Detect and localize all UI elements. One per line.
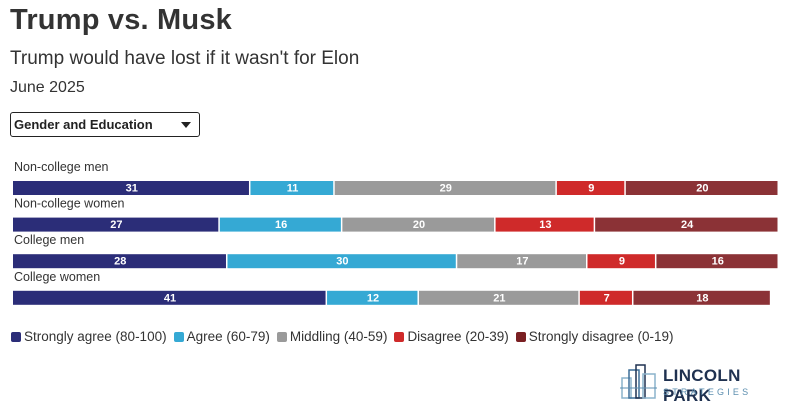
bar-segment[interactable] (595, 217, 778, 232)
bar-segment[interactable] (556, 181, 625, 195)
legend-swatch (11, 331, 21, 342)
data-label: 24 (681, 219, 694, 231)
bar-segment[interactable] (625, 181, 778, 195)
chevron-down-icon[interactable] (181, 121, 191, 128)
legend-swatch (394, 331, 405, 342)
data-label: 20 (413, 219, 425, 231)
data-label: 9 (619, 256, 625, 268)
category-label: College men (14, 233, 84, 247)
bar-row: Non-college women 27 16 20 13 24 (13, 197, 778, 232)
bar-segment[interactable] (656, 254, 778, 269)
bar-segment[interactable] (334, 181, 556, 195)
data-label: 17 (516, 256, 528, 268)
legend-label: Agree (60-79) (186, 329, 270, 344)
logo-name: LINCOLN PARK (663, 366, 741, 405)
category-label: Non-college men (14, 160, 109, 174)
category-label: College women (14, 270, 100, 284)
bar-segment[interactable] (250, 181, 334, 195)
company-logo: LINCOLN PARK STRATEGIES (620, 362, 785, 405)
bar-segment[interactable] (579, 290, 632, 305)
bar-segment[interactable] (13, 290, 326, 305)
legend-item[interactable]: Middling (40-59) (276, 329, 388, 344)
bar-segment[interactable] (227, 254, 456, 269)
legend-label: Strongly agree (80-100) (24, 329, 167, 344)
logo-mark-icon (620, 364, 657, 399)
legend-swatch (276, 331, 287, 342)
bar-segment[interactable] (219, 217, 341, 232)
legend-label: Middling (40-59) (289, 329, 388, 344)
data-label: 29 (440, 183, 452, 195)
bar-segment[interactable] (457, 254, 586, 269)
data-label: 13 (539, 219, 551, 231)
data-label: 27 (110, 219, 122, 231)
legend-item[interactable]: Disagree (20-39) (394, 329, 509, 344)
data-label: 28 (114, 256, 126, 268)
bar-row: Non-college men 31 11 29 9 20 (13, 160, 778, 195)
date-label: June 2025 (10, 79, 85, 96)
bar-segment[interactable] (13, 217, 219, 232)
bar-segment[interactable] (342, 217, 495, 232)
data-label: 31 (126, 183, 138, 195)
bar-row: College women 41 12 21 7 18 (13, 270, 770, 305)
filter-dropdown[interactable]: Gender and Education (10, 112, 200, 137)
legend: Strongly agree (80-100) Agree (60-79) Mi… (11, 329, 681, 344)
data-label: 16 (275, 219, 287, 231)
data-label: 21 (493, 292, 505, 304)
bar-segment[interactable] (13, 181, 249, 195)
bar-row: College men 28 30 17 9 16 (13, 233, 778, 269)
data-label: 16 (712, 256, 724, 268)
bar-segment[interactable] (418, 290, 579, 305)
data-label: 20 (696, 183, 708, 195)
data-label: 41 (164, 292, 176, 304)
subtitle: Trump would have lost if it wasn't for E… (10, 48, 360, 69)
filter-dropdown-value: Gender and Education (14, 117, 153, 132)
page-title: Trump vs. Musk (10, 4, 232, 36)
legend-label: Disagree (20-39) (407, 329, 509, 344)
bar-segment[interactable] (327, 290, 418, 305)
legend-item[interactable]: Strongly disagree (0-19) (515, 329, 674, 344)
legend-swatch (173, 331, 184, 342)
data-label: 12 (367, 292, 379, 304)
bar-segment[interactable] (13, 254, 226, 269)
logo-subtitle: STRATEGIES (663, 387, 752, 397)
data-label: 7 (604, 292, 610, 304)
bar-segment[interactable] (587, 254, 655, 269)
data-label: 30 (336, 256, 348, 268)
bar-segment[interactable] (495, 217, 594, 232)
data-label: 18 (696, 292, 708, 304)
bar-segment[interactable] (633, 290, 770, 305)
legend-label: Strongly disagree (0-19) (528, 329, 674, 344)
legend-item[interactable]: Strongly agree (80-100) (11, 329, 167, 344)
data-label: 11 (287, 183, 299, 195)
legend-swatch (515, 331, 526, 342)
category-label: Non-college women (14, 197, 125, 211)
legend-item[interactable]: Agree (60-79) (173, 329, 270, 344)
data-label: 9 (588, 183, 594, 195)
